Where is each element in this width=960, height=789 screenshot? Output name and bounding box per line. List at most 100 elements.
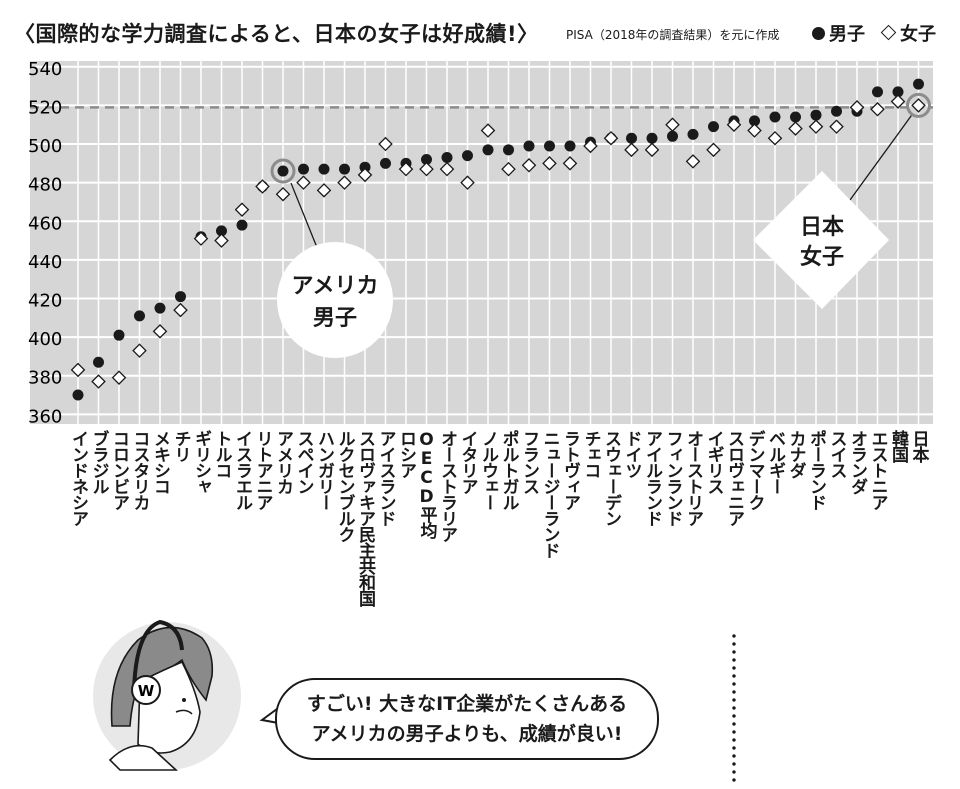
- x-tick-label: リトアニア: [252, 430, 273, 510]
- diamond-icon: [880, 24, 897, 41]
- female-point: [439, 161, 455, 177]
- x-tick-label: 韓国: [888, 430, 908, 462]
- x-tick-label: フランス: [519, 430, 539, 494]
- y-tick-label: 480: [28, 175, 62, 196]
- chart-title: 〈国際的な学力調査によると、日本の女子は好成績!〉: [14, 22, 539, 46]
- female-point: [173, 302, 188, 318]
- female-point: [808, 119, 824, 134]
- female-point: [767, 130, 783, 146]
- male-point: [872, 86, 883, 98]
- female-point: [542, 156, 557, 171]
- x-tick-label: イギリス: [703, 430, 724, 494]
- speech-line-1: すごい! 大きなIT企業がたくさんある: [306, 693, 628, 715]
- female-point: [501, 161, 516, 177]
- male-point: [646, 132, 658, 144]
- x-tick-label: メキシコ: [150, 430, 170, 494]
- y-tick-label: 360: [28, 406, 62, 427]
- headphone-icon: W: [131, 675, 161, 705]
- female-point: [706, 142, 721, 158]
- male-point: [339, 163, 350, 175]
- female-point: [583, 138, 598, 154]
- x-tick-label: チリ: [170, 430, 191, 462]
- male-point: [298, 163, 309, 175]
- y-tick-label: 460: [28, 213, 62, 234]
- female-point: [398, 161, 414, 177]
- usa-highlight-ring: [270, 158, 296, 184]
- male-point: [236, 219, 248, 231]
- y-tick-label: 400: [28, 329, 62, 350]
- female-point: [419, 161, 434, 177]
- female-point: [234, 202, 250, 217]
- x-tick-label: イスラエル: [232, 430, 252, 510]
- x-tick-label: アメリカ: [273, 430, 293, 494]
- male-point: [503, 144, 514, 156]
- x-tick-label: イタリア: [457, 430, 478, 494]
- japan-callout-label: 女子: [800, 244, 844, 270]
- japan-highlight-ring: [906, 92, 931, 118]
- x-tick-label: スペイン: [293, 430, 314, 494]
- male-point: [462, 150, 473, 162]
- male-point: [134, 310, 145, 322]
- female-point: [275, 186, 291, 202]
- female-point: [111, 370, 127, 385]
- female-point: [911, 98, 926, 113]
- headphone-logo: W: [138, 682, 155, 700]
- y-tick-label: 500: [28, 136, 62, 157]
- female-point: [460, 175, 475, 190]
- x-tick-label: オーストラリア: [437, 430, 457, 542]
- male-point: [913, 78, 924, 90]
- male-point: [790, 111, 801, 123]
- male-point: [175, 291, 186, 303]
- male-point: [113, 329, 125, 341]
- x-tick-label: ラトヴィア: [560, 430, 580, 510]
- x-tick-label: アイスランド: [375, 430, 396, 526]
- male-point: [359, 161, 371, 173]
- y-tick-label: 380: [28, 368, 62, 389]
- male-point: [687, 128, 699, 140]
- legend-male-label: 男子: [829, 24, 865, 45]
- male-point: [482, 144, 494, 156]
- female-point: [316, 183, 332, 198]
- x-tick-label: デンマーク: [744, 430, 765, 510]
- male-point: [441, 152, 453, 164]
- y-tick-label: 540: [28, 59, 62, 80]
- japan-callout-badge: [753, 171, 889, 309]
- x-tick-label: スロヴァキア民主共和国: [355, 430, 375, 606]
- x-tick-label: ドイツ: [621, 430, 642, 478]
- female-point: [747, 123, 762, 138]
- x-tick-label: 日本: [908, 430, 929, 462]
- female-point: [726, 117, 742, 133]
- x-tick-label: コスタリカ: [129, 430, 150, 510]
- y-tick-label: 520: [28, 97, 62, 118]
- female-point: [890, 94, 906, 109]
- male-point: [667, 130, 678, 142]
- female-point: [357, 167, 373, 183]
- x-tick-label: ルクセンブルク: [334, 430, 355, 542]
- male-point: [810, 109, 822, 121]
- x-tick-label: ベルギー: [765, 430, 785, 494]
- usa-callout-label: 男子: [313, 306, 357, 331]
- x-tick-label: オランダ: [847, 430, 867, 494]
- female-point: [193, 231, 209, 246]
- male-point: [93, 356, 104, 368]
- legend-male: 男子: [812, 20, 865, 46]
- dotted-divider: [732, 632, 736, 782]
- x-tick-label: ニュージーランド: [539, 430, 560, 558]
- x-tick-label: スウェーデン: [601, 430, 621, 526]
- male-point: [831, 105, 842, 117]
- x-tick-label: ブラジル: [88, 430, 109, 494]
- male-point: [318, 163, 330, 175]
- y-tick-label: 440: [28, 252, 62, 273]
- data-markers: [70, 78, 926, 401]
- female-point: [255, 179, 270, 194]
- usa-callout-label: アメリカ: [292, 274, 379, 299]
- female-point: [562, 156, 578, 171]
- male-point: [72, 389, 84, 401]
- y-tick-label: 420: [28, 290, 62, 311]
- male-point: [769, 111, 781, 123]
- x-tick-label: スイス: [826, 430, 847, 478]
- dot-icon: [812, 27, 825, 40]
- female-point: [91, 374, 106, 389]
